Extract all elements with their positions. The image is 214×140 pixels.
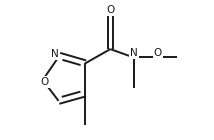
Text: N: N bbox=[130, 48, 138, 58]
Text: O: O bbox=[40, 77, 49, 87]
Text: N: N bbox=[51, 49, 59, 59]
Text: O: O bbox=[154, 48, 162, 58]
Text: O: O bbox=[106, 5, 114, 15]
